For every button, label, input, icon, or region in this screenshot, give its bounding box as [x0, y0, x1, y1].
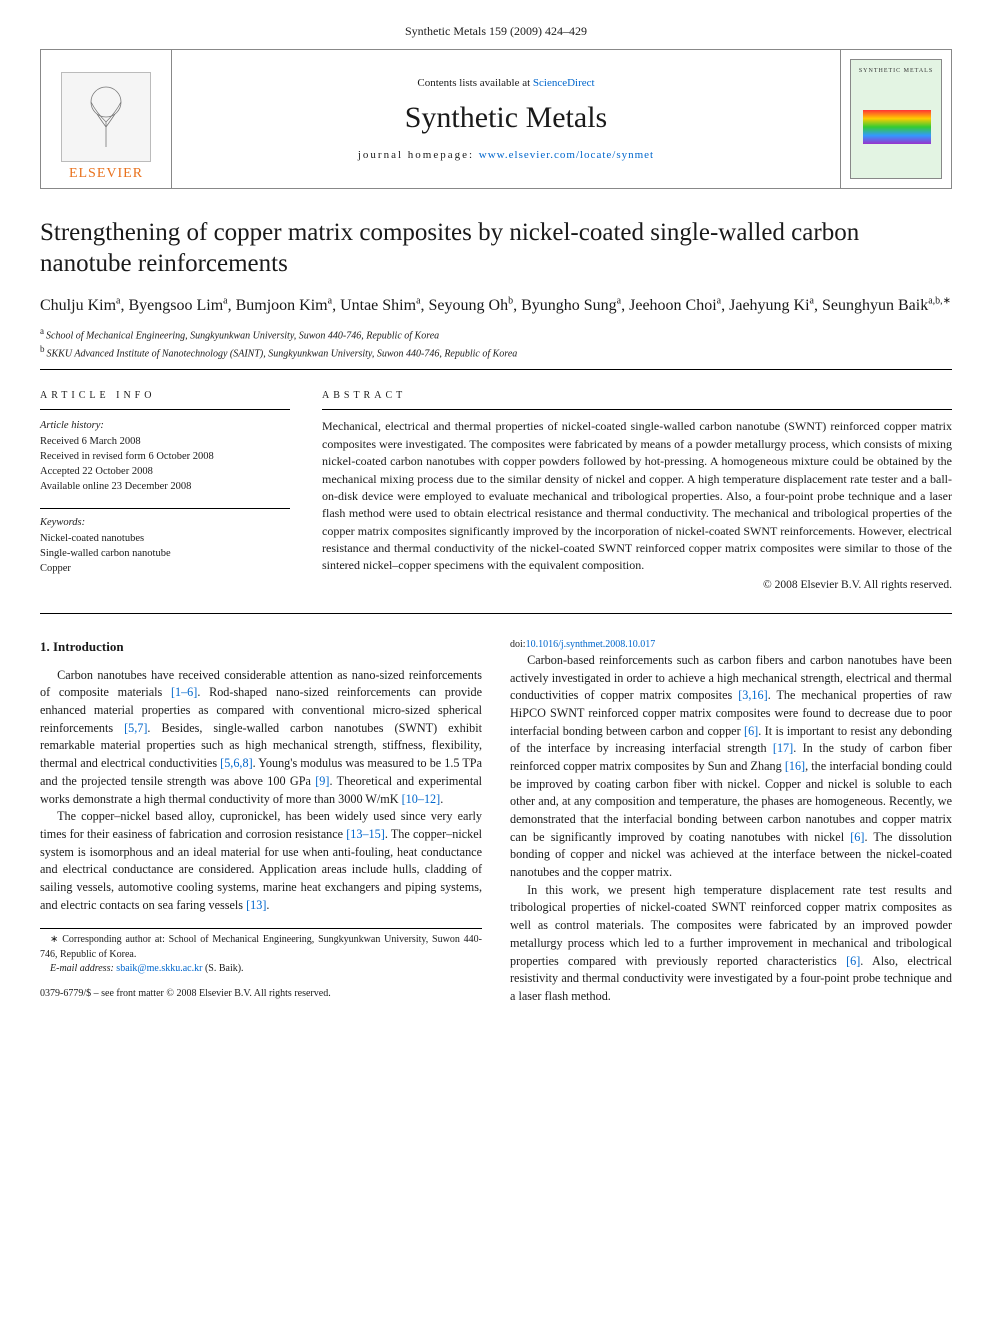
abstract-text: Mechanical, electrical and thermal prope… — [322, 418, 952, 575]
citation-ref[interactable]: [9] — [315, 774, 329, 788]
journal-cover-thumbnail: SYNTHETIC METALS — [850, 59, 942, 179]
corr-author-line: ∗ Corresponding author at: School of Mec… — [40, 933, 482, 962]
affiliation-b: bSKKU Advanced Institute of Nanotechnolo… — [40, 343, 952, 361]
keyword-item: Copper — [40, 561, 290, 576]
banner-right: SYNTHETIC METALS — [841, 50, 951, 188]
citation-ref[interactable]: [5,6,8] — [220, 756, 253, 770]
history-online: Available online 23 December 2008 — [40, 479, 290, 494]
article-history: Article history: Received 6 March 2008 R… — [40, 418, 290, 494]
front-matter-line: 0379-6779/$ – see front matter © 2008 El… — [40, 987, 482, 1001]
doi-line: doi:10.1016/j.synthmet.2008.10.017 — [510, 638, 952, 652]
body-two-column: 1. Introduction Carbon nanotubes have re… — [40, 638, 952, 1006]
doi-prefix: doi: — [510, 639, 526, 650]
abstract-column: abstract Mechanical, electrical and ther… — [322, 390, 952, 591]
elsevier-label: ELSEVIER — [69, 166, 143, 182]
contents-lists-line: Contents lists available at ScienceDirec… — [417, 77, 594, 89]
article-info-heading: article info — [40, 390, 290, 401]
copyright-line: © 2008 Elsevier B.V. All rights reserved… — [322, 579, 952, 591]
article-info-column: article info Article history: Received 6… — [40, 390, 290, 591]
citation-ref[interactable]: [16] — [785, 759, 805, 773]
citation-ref[interactable]: [6] — [744, 724, 758, 738]
citation-ref[interactable]: [13] — [246, 898, 266, 912]
citation-ref[interactable]: [6] — [846, 954, 860, 968]
article-title: Strengthening of copper matrix composite… — [40, 217, 952, 280]
citation-ref[interactable]: [1–6] — [171, 685, 197, 699]
body-paragraph: In this work, we present high temperatur… — [510, 882, 952, 1006]
elsevier-tree-icon — [61, 72, 151, 162]
citation-ref[interactable]: [17] — [773, 741, 793, 755]
journal-title: Synthetic Metals — [405, 101, 607, 135]
email-label: E-mail address: — [50, 963, 116, 974]
history-revised: Received in revised form 6 October 2008 — [40, 449, 290, 464]
email-line: E-mail address: sbaik@me.skku.ac.kr (S. … — [40, 962, 482, 977]
body-paragraph: Carbon nanotubes have received considera… — [40, 667, 482, 809]
sciencedirect-link[interactable]: ScienceDirect — [533, 77, 595, 89]
divider-rule — [322, 409, 952, 410]
email-suffix: (S. Baik). — [202, 963, 243, 974]
affil-text: School of Mechanical Engineering, Sungky… — [46, 330, 439, 341]
history-received: Received 6 March 2008 — [40, 434, 290, 449]
citation-ref[interactable]: [6] — [850, 830, 864, 844]
banner-left: ELSEVIER — [41, 50, 171, 188]
keywords-header: Keywords: — [40, 515, 290, 530]
keywords-block: Keywords: Nickel-coated nanotubes Single… — [40, 515, 290, 576]
history-accepted: Accepted 22 October 2008 — [40, 464, 290, 479]
citation-ref[interactable]: [3,16] — [738, 688, 767, 702]
affil-sup: a — [40, 326, 44, 336]
cover-thumb-text: SYNTHETIC METALS — [859, 68, 933, 74]
history-header: Article history: — [40, 418, 290, 433]
cover-rainbow-band-icon — [863, 110, 931, 144]
authors-line: Chulju Kima, Byengsoo Lima, Bumjoon Kima… — [40, 294, 952, 317]
journal-homepage-line: journal homepage: www.elsevier.com/locat… — [358, 149, 654, 161]
email-link[interactable]: sbaik@me.skku.ac.kr — [116, 963, 202, 974]
citation-ref[interactable]: [5,7] — [124, 721, 147, 735]
keyword-item: Single-walled carbon nanotube — [40, 546, 290, 561]
divider-rule — [40, 508, 290, 509]
meta-row: article info Article history: Received 6… — [40, 390, 952, 591]
divider-rule — [40, 409, 290, 410]
contents-lists-prefix: Contents lists available at — [417, 77, 532, 89]
homepage-link[interactable]: www.elsevier.com/locate/synmet — [479, 149, 654, 161]
abstract-heading: abstract — [322, 390, 952, 401]
body-paragraph: The copper–nickel based alloy, cupronick… — [40, 808, 482, 914]
keyword-item: Nickel-coated nanotubes — [40, 531, 290, 546]
doi-link[interactable]: 10.1016/j.synthmet.2008.10.017 — [526, 639, 656, 650]
banner-center: Contents lists available at ScienceDirec… — [171, 50, 841, 188]
running-header: Synthetic Metals 159 (2009) 424–429 — [40, 24, 952, 39]
body-paragraph: Carbon-based reinforcements such as carb… — [510, 652, 952, 882]
citation-ref[interactable]: [13–15] — [346, 827, 385, 841]
affil-text: SKKU Advanced Institute of Nanotechnolog… — [47, 348, 518, 359]
affiliation-a: aSchool of Mechanical Engineering, Sungk… — [40, 325, 952, 343]
section-heading: 1. Introduction — [40, 638, 482, 657]
homepage-prefix: journal homepage: — [358, 149, 479, 161]
corresponding-footnote: ∗ Corresponding author at: School of Mec… — [40, 928, 482, 977]
affiliations: aSchool of Mechanical Engineering, Sungk… — [40, 325, 952, 362]
divider-rule — [40, 613, 952, 614]
journal-banner: ELSEVIER Contents lists available at Sci… — [40, 49, 952, 189]
divider-rule — [40, 369, 952, 370]
citation-ref[interactable]: [10–12] — [402, 792, 441, 806]
affil-sup: b — [40, 344, 45, 354]
